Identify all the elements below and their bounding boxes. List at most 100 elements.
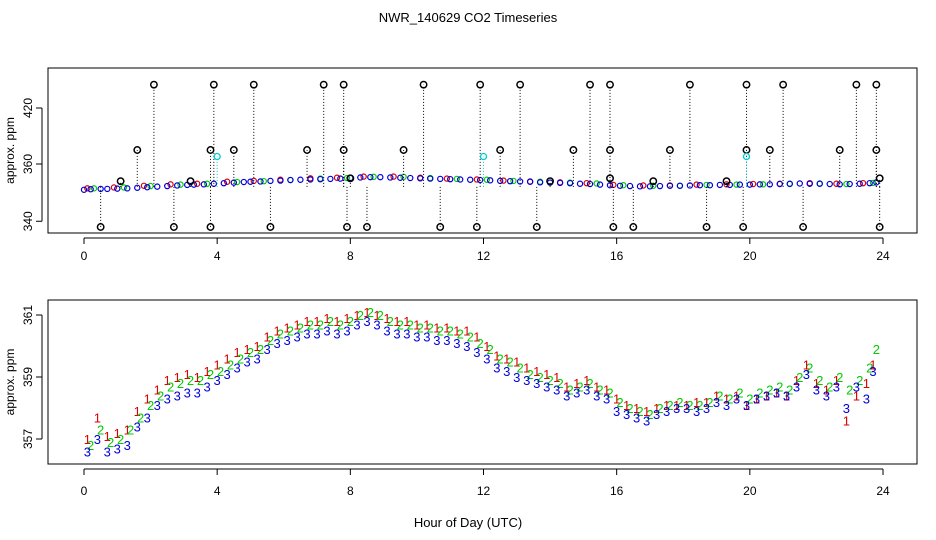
- series-3-point: 3: [194, 386, 201, 401]
- series-3-point: [616, 182, 624, 189]
- series-3-point: 3: [333, 327, 340, 342]
- series-3-point: 3: [869, 364, 876, 379]
- series-2-point: 2: [836, 370, 843, 385]
- series-1-point: 1: [853, 389, 860, 404]
- series-3-point: [776, 180, 783, 188]
- series-3-point: [357, 174, 364, 181]
- series-2-point: [203, 180, 211, 187]
- series-2-point: 2: [636, 404, 643, 419]
- series-2-point: 2: [457, 327, 464, 342]
- series-1-point: 1: [593, 379, 600, 394]
- series-1-point: 1: [783, 389, 790, 404]
- series-2-point: 2: [866, 361, 873, 376]
- series-3-point: [606, 181, 614, 189]
- series-1-point: 1: [633, 401, 640, 416]
- series-2-point: 2: [517, 361, 524, 376]
- series-3-point: 3: [603, 392, 610, 407]
- series-3-point: 3: [523, 373, 530, 388]
- series-3-point: 3: [553, 382, 560, 397]
- series-2-point: 2: [87, 438, 94, 453]
- series-2-point: 2: [786, 382, 793, 397]
- series-2-point: 2: [776, 379, 783, 394]
- series-2-point: 2: [197, 373, 204, 388]
- series-2-point: 2: [207, 367, 214, 382]
- series-3-point: 3: [663, 404, 670, 419]
- series-2-point: 2: [347, 314, 354, 329]
- series-3-point: [466, 176, 474, 183]
- x-tick-label: 24: [876, 249, 890, 263]
- series-3-point: 3: [273, 336, 280, 351]
- series-2-point: [233, 178, 241, 186]
- cyan-point: [213, 152, 221, 161]
- series-3-point: 3: [683, 401, 690, 416]
- series-1-point: 1: [553, 370, 560, 385]
- series-2-point: [483, 176, 491, 183]
- series-3-point: [836, 181, 843, 188]
- spike-point: [722, 177, 731, 186]
- spike-point: [169, 223, 178, 231]
- spike-point: [436, 223, 445, 231]
- series-3-point: [456, 176, 464, 183]
- x-tick-label: 4: [214, 249, 221, 263]
- series-2-point: 2: [666, 398, 673, 413]
- series-2-point: 2: [756, 386, 763, 401]
- series-3-point: 3: [803, 367, 810, 382]
- series-3-point: [87, 185, 94, 193]
- series-3-point: [846, 180, 853, 188]
- series-3-point: 3: [214, 373, 221, 388]
- series-2-point: [510, 177, 517, 185]
- series-2-point: 2: [873, 342, 880, 357]
- chart-title: NWR_140629 CO2 Timeseries: [379, 10, 558, 25]
- series-2-point: 2: [497, 351, 504, 366]
- series-3-point: 3: [224, 367, 231, 382]
- spike-point: [779, 80, 788, 89]
- series-1-point: 1: [843, 413, 850, 428]
- series-1-point: 1: [214, 358, 221, 373]
- spike-point: [149, 80, 158, 89]
- series-1-point: 1: [463, 324, 470, 339]
- series-3-point: [486, 177, 494, 184]
- series-2-point: 2: [147, 398, 154, 413]
- series-1-point: 1: [713, 389, 720, 404]
- series-2-point: 2: [556, 376, 563, 391]
- series-2-point: 2: [137, 410, 144, 425]
- series-2-point: 2: [227, 358, 234, 373]
- series-2-point: 2: [467, 330, 474, 345]
- series-1-point: 1: [613, 392, 620, 407]
- series-3-point: 3: [84, 444, 91, 459]
- series-3-point: 3: [533, 376, 540, 391]
- series-1-point: 1: [104, 429, 111, 444]
- spike-point: [303, 146, 312, 154]
- series-1-point: 1: [323, 311, 330, 326]
- series-3-point: 3: [623, 407, 630, 422]
- series-1-point: 1: [763, 389, 770, 404]
- series-3-point: [257, 178, 264, 185]
- series-3-point: 3: [703, 401, 710, 416]
- series-1-point: 1: [234, 345, 241, 360]
- spike-point: [765, 146, 774, 154]
- series-1-point: [859, 179, 867, 187]
- series-1-point: [693, 181, 700, 188]
- series-1-point: 1: [563, 379, 570, 394]
- series-2-point: 2: [646, 407, 653, 422]
- series-3-point: 3: [363, 314, 370, 329]
- series-2-point: [120, 184, 128, 191]
- series-3-point: [387, 174, 394, 181]
- series-3-point: 3: [204, 379, 211, 394]
- series-3-point: 3: [613, 404, 620, 419]
- series-1-point: 1: [174, 370, 181, 385]
- series-3-point: [866, 179, 873, 187]
- series-2-point: [147, 182, 154, 190]
- series-2-point: 2: [307, 317, 314, 332]
- series-1-point: 1: [869, 358, 876, 373]
- series-3-point: [676, 182, 684, 189]
- series-1-point: 1: [114, 426, 121, 441]
- series-2-point: 2: [816, 373, 823, 388]
- series-3-point: 3: [343, 324, 350, 339]
- series-2-point: [260, 177, 267, 185]
- series-1-point: [390, 173, 397, 180]
- series-3-point: [586, 180, 594, 188]
- series-3-point: [656, 182, 664, 190]
- series-3-point: [307, 176, 314, 183]
